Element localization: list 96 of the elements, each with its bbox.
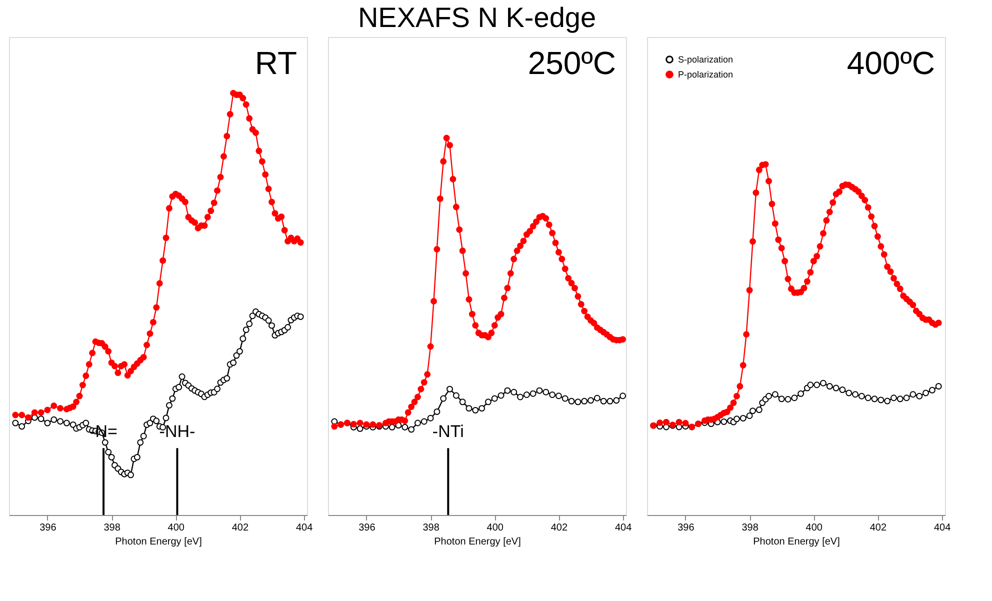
point bbox=[784, 396, 792, 403]
point bbox=[733, 416, 740, 422]
x-tick-label: 400 bbox=[168, 522, 185, 534]
legend-label: P-polarization bbox=[678, 70, 734, 80]
x-axis-title: Photon Energy [eV] bbox=[434, 536, 522, 548]
point bbox=[871, 396, 878, 402]
point bbox=[402, 424, 408, 430]
point bbox=[903, 394, 910, 402]
point bbox=[826, 383, 833, 390]
point bbox=[878, 396, 884, 404]
point bbox=[746, 412, 753, 419]
point bbox=[459, 398, 466, 406]
point bbox=[890, 394, 897, 402]
point bbox=[517, 394, 524, 400]
text: RT bbox=[254, 45, 297, 81]
point bbox=[452, 392, 460, 399]
legend-label: S-polarization bbox=[678, 54, 734, 64]
point bbox=[791, 394, 798, 402]
point bbox=[832, 384, 840, 392]
point bbox=[478, 405, 486, 412]
point bbox=[864, 394, 872, 402]
point bbox=[896, 396, 904, 402]
x-axis-title: Photon Energy [eV] bbox=[115, 536, 202, 548]
point bbox=[581, 398, 588, 404]
x-tick-label: 404 bbox=[934, 522, 952, 534]
point bbox=[720, 418, 728, 425]
x-tick-label: 402 bbox=[232, 522, 249, 534]
x-tick-label: 404 bbox=[296, 522, 314, 534]
x-tick-label: 396 bbox=[358, 522, 376, 534]
point bbox=[446, 386, 453, 392]
x-tick-label: 396 bbox=[678, 522, 695, 534]
point bbox=[884, 398, 891, 404]
point bbox=[574, 398, 582, 406]
point bbox=[740, 414, 746, 422]
point bbox=[910, 391, 916, 398]
point bbox=[440, 395, 447, 402]
point bbox=[756, 406, 762, 414]
point bbox=[820, 380, 826, 386]
x-tick-label: 400 bbox=[806, 522, 823, 534]
x-tick-label: 402 bbox=[870, 522, 887, 534]
point bbox=[613, 397, 620, 404]
point bbox=[606, 398, 614, 404]
text: 250ºC bbox=[528, 45, 616, 81]
point bbox=[922, 390, 930, 396]
x-tick-label: 396 bbox=[40, 522, 57, 534]
point bbox=[414, 420, 421, 426]
point bbox=[928, 386, 936, 394]
point bbox=[852, 391, 859, 398]
text: 400ºC bbox=[846, 45, 935, 81]
ref-line-label: -NTi bbox=[432, 422, 464, 441]
x-tick-label: 398 bbox=[422, 522, 440, 534]
point bbox=[839, 386, 846, 394]
point bbox=[846, 390, 852, 396]
point bbox=[427, 414, 434, 422]
point bbox=[750, 408, 756, 414]
point bbox=[807, 382, 814, 388]
point bbox=[778, 396, 785, 402]
point bbox=[562, 395, 568, 402]
point bbox=[510, 388, 518, 396]
point bbox=[594, 394, 600, 402]
point bbox=[588, 397, 594, 404]
point bbox=[408, 426, 415, 433]
chart-title: NEXAFS N K-edge bbox=[358, 2, 596, 33]
point bbox=[858, 392, 865, 400]
point bbox=[356, 425, 364, 432]
point bbox=[420, 418, 428, 425]
x-tick-label: 398 bbox=[104, 522, 121, 534]
x-tick-label: 404 bbox=[614, 522, 632, 534]
point bbox=[555, 392, 562, 400]
point bbox=[772, 391, 778, 398]
point bbox=[620, 392, 626, 400]
x-tick-label: 400 bbox=[486, 522, 504, 534]
point bbox=[388, 424, 396, 430]
ref-line-label: -NH- bbox=[159, 422, 196, 441]
point bbox=[491, 395, 498, 402]
point bbox=[542, 388, 550, 396]
point bbox=[766, 392, 772, 400]
point bbox=[549, 392, 556, 398]
point bbox=[814, 382, 820, 388]
point bbox=[523, 392, 530, 398]
point bbox=[568, 398, 575, 404]
point bbox=[935, 383, 942, 390]
point bbox=[484, 398, 492, 406]
point bbox=[472, 406, 479, 414]
point bbox=[434, 408, 440, 415]
point bbox=[504, 387, 511, 394]
x-tick-label: 398 bbox=[742, 522, 759, 534]
point bbox=[536, 387, 543, 394]
point bbox=[798, 390, 804, 397]
x-tick-label: 402 bbox=[550, 522, 568, 534]
point bbox=[466, 405, 472, 412]
point bbox=[498, 392, 504, 399]
point bbox=[600, 398, 607, 404]
point bbox=[530, 390, 536, 397]
x-axis-title: Photon Energy [eV] bbox=[753, 536, 840, 548]
point bbox=[916, 392, 923, 400]
